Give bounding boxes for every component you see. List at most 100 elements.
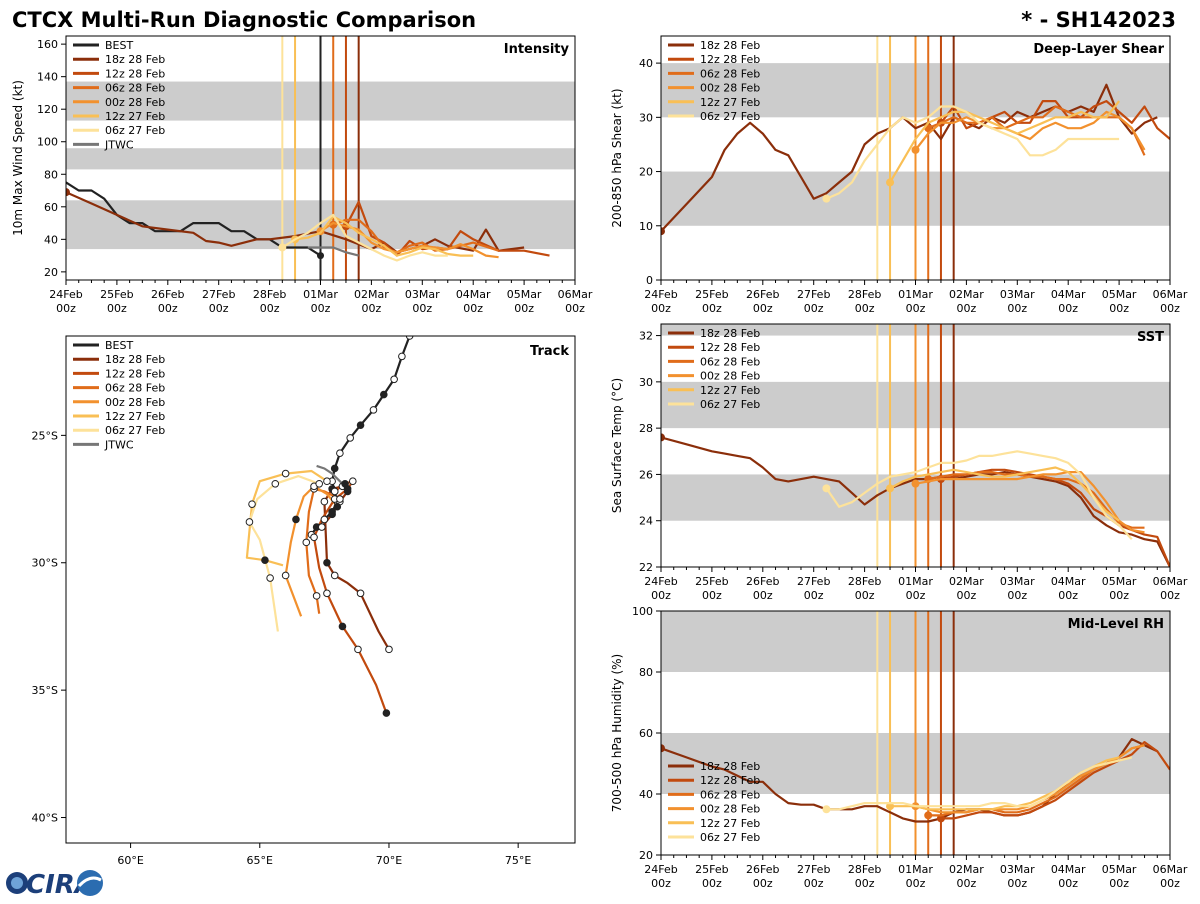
- y-tick-label: 100: [632, 605, 653, 618]
- rh-title: Mid-Level RH: [1068, 617, 1164, 632]
- series-line: [927, 471, 1145, 529]
- run-start-marker: [886, 178, 895, 187]
- y-tick-label: 60: [639, 727, 653, 740]
- x-tick-label: 00z: [906, 877, 926, 890]
- legend-label: 18z 28 Feb: [105, 53, 165, 66]
- x-tick-label: 00z: [260, 302, 280, 315]
- x-tick-label: 70°E: [376, 854, 402, 867]
- storm-id: * - SH142023: [1021, 8, 1176, 32]
- x-tick-label: 60°E: [117, 854, 143, 867]
- track-point: [390, 375, 398, 384]
- y-tick-label: 25°S: [32, 429, 58, 442]
- legend-label: 18z 28 Feb: [700, 327, 760, 340]
- legend-label: 12z 27 Feb: [700, 384, 760, 397]
- x-tick-label: 00z: [107, 302, 127, 315]
- x-tick-label: 00z: [702, 302, 722, 315]
- track-point: [330, 571, 339, 580]
- track-point: [320, 515, 329, 524]
- x-tick-label: 04Mar: [1051, 575, 1086, 588]
- track-point: [382, 709, 391, 717]
- x-tick-label: 01Mar: [303, 288, 338, 301]
- y-tick-label: 10: [639, 220, 653, 233]
- x-tick-label: 28Feb: [848, 575, 881, 588]
- x-tick-label: 00z: [855, 877, 875, 890]
- y-tick-label: 120: [37, 103, 58, 116]
- track-point: [356, 589, 365, 598]
- y-tick-label: 60: [44, 201, 58, 214]
- x-tick-label: 24Feb: [644, 863, 677, 876]
- x-tick-label: 03Mar: [405, 288, 440, 301]
- track-point: [343, 485, 352, 493]
- x-tick-label: 27Feb: [202, 288, 235, 301]
- track-point: [281, 571, 290, 580]
- x-tick-label: 00z: [1007, 877, 1027, 890]
- x-tick-label: 26Feb: [746, 575, 779, 588]
- legend-label: 12z 28 Feb: [700, 774, 760, 787]
- x-tick-label: 00z: [753, 302, 773, 315]
- legend-label: 06z 27 Feb: [105, 124, 165, 137]
- track-point: [330, 464, 339, 473]
- x-tick-label: 01Mar: [898, 288, 933, 301]
- y-tick-label: 30°S: [32, 557, 58, 570]
- track-point: [323, 477, 331, 486]
- track-point: [312, 592, 321, 600]
- run-start-marker: [661, 227, 665, 236]
- track-point: [320, 497, 329, 506]
- map-background: [66, 336, 575, 843]
- series-line: [826, 756, 1133, 811]
- x-tick-label: 00z: [1109, 302, 1129, 315]
- legend-label: 18z 28 Feb: [700, 760, 760, 773]
- track-point: [271, 479, 280, 488]
- x-tick-label: 04Mar: [1051, 863, 1086, 876]
- x-tick-label: 26Feb: [746, 863, 779, 876]
- legend-label: BEST: [105, 39, 133, 52]
- x-tick-label: 00z: [855, 589, 875, 602]
- shear-panel: 24Feb00z25Feb00z26Feb00z27Feb00z28Feb00z…: [610, 35, 1188, 315]
- series-line: [66, 181, 322, 257]
- series-line: [927, 105, 1146, 156]
- legend-label: 06z 28 Feb: [700, 67, 760, 80]
- run-start-marker: [66, 188, 70, 197]
- track-point: [346, 434, 355, 442]
- x-tick-label: 02Mar: [949, 863, 984, 876]
- run-start-marker: [911, 145, 920, 154]
- track-point: [356, 421, 365, 429]
- x-tick-label: 25Feb: [695, 575, 728, 588]
- legend-label: 12z 27 Feb: [700, 96, 760, 109]
- x-tick-label: 00z: [651, 302, 671, 315]
- x-tick-label: 00z: [209, 302, 229, 315]
- x-tick-label: 00z: [957, 302, 977, 315]
- y-tick-label: 80: [639, 666, 653, 679]
- track-point: [333, 502, 342, 511]
- legend-label: JTWC: [104, 138, 134, 151]
- x-tick-label: 03Mar: [1000, 575, 1035, 588]
- x-tick-label: 00z: [1160, 589, 1180, 602]
- intensity-panel: 24Feb00z25Feb00z26Feb00z27Feb00z28Feb00z…: [11, 35, 593, 315]
- x-tick-label: 00z: [1109, 877, 1129, 890]
- track-point: [266, 574, 274, 582]
- legend-label: BEST: [105, 339, 133, 352]
- x-tick-label: 03Mar: [1000, 288, 1035, 301]
- track-frame: [65, 335, 576, 844]
- x-tick-label: 00z: [651, 589, 671, 602]
- sst-ylabel: Sea Surface Temp (°C): [610, 378, 624, 513]
- track-line: [248, 475, 320, 632]
- x-tick-label: 00z: [906, 589, 926, 602]
- track-point: [292, 515, 300, 524]
- track-point: [317, 523, 326, 531]
- run-start-marker: [822, 805, 831, 814]
- legend-label: 12z 28 Feb: [700, 341, 760, 354]
- y-tick-label: 30: [639, 376, 653, 389]
- legend-label: 06z 28 Feb: [105, 382, 165, 395]
- series-line: [661, 83, 1158, 232]
- x-tick-label: 05Mar: [1102, 863, 1137, 876]
- intensity-ylabel: 10m Max Wind Speed (kt): [11, 80, 25, 236]
- x-tick-label: 02Mar: [949, 575, 984, 588]
- series-line: [332, 218, 499, 254]
- shear-plot-area: [661, 36, 1170, 280]
- x-tick-label: 00z: [855, 302, 875, 315]
- x-tick-label: 24Feb: [644, 288, 677, 301]
- x-tick-label: 00z: [463, 302, 483, 315]
